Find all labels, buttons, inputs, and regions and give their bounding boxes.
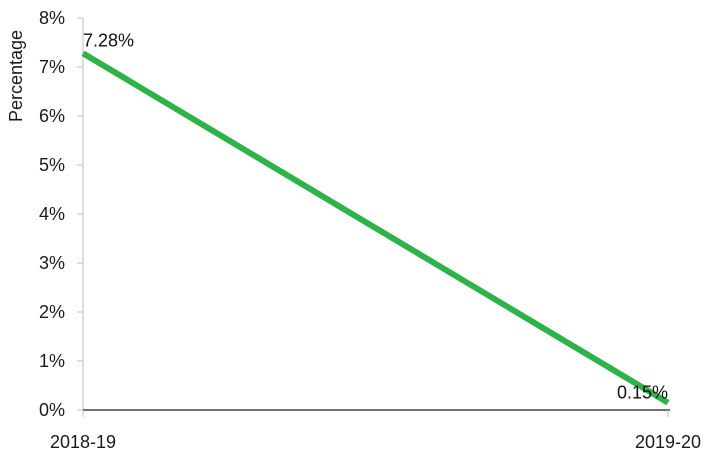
y-tick-label: 6% [39, 106, 65, 126]
x-tick-label: 2018-19 [50, 432, 116, 452]
x-axis: 2018-19 2019-20 [50, 409, 701, 452]
series-group [81, 50, 670, 406]
y-tick-label: 4% [39, 204, 65, 224]
y-tick-label: 8% [39, 8, 65, 28]
y-tick-label: 3% [39, 253, 65, 273]
y-axis-title: Percentage [6, 30, 26, 122]
y-tick-label: 2% [39, 302, 65, 322]
series-line [81, 50, 670, 406]
data-labels: 7.28% 0.15% [83, 30, 668, 402]
y-tick-label: 1% [39, 351, 65, 371]
y-tick-label: 0% [39, 400, 65, 420]
y-tick-label: 5% [39, 155, 65, 175]
y-axis: 0% 1% 2% 3% 4% 5% 6% 7% 8% [39, 8, 84, 420]
data-label: 7.28% [83, 30, 134, 50]
x-tick-label: 2019-20 [635, 432, 701, 452]
data-label: 0.15% [617, 383, 668, 403]
y-tick-label: 7% [39, 57, 65, 77]
